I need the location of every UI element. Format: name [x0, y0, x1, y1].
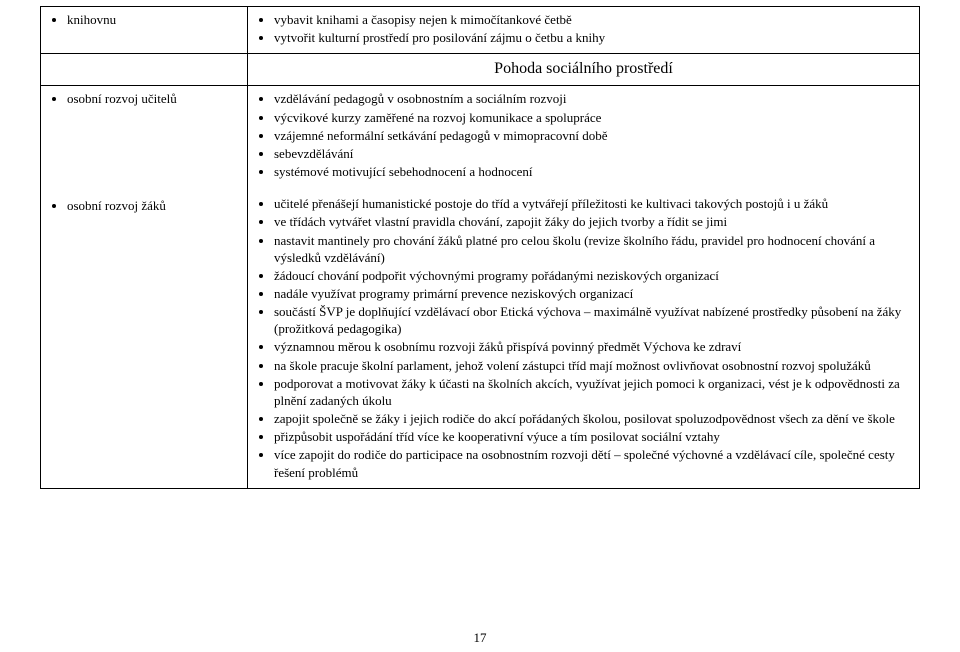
list-item: zapojit společně se žáky i jejich rodiče…: [274, 410, 911, 427]
content-table: knihovnu vybavit knihami a časopisy neje…: [40, 6, 920, 489]
cell-right-r1: vybavit knihami a časopisy nejen k mimoč…: [248, 7, 920, 54]
section-heading: Pohoda sociálního prostředí: [248, 54, 920, 86]
pupils-block: učitelé přenášejí humanistické postoje d…: [256, 195, 911, 481]
page-number: 17: [0, 629, 960, 646]
list-item: více zapojit do rodiče do participace na…: [274, 446, 911, 480]
list-item: nadále využívat programy primární preven…: [274, 285, 911, 302]
list-item: učitelé přenášejí humanistické postoje d…: [274, 195, 911, 212]
list-item: výcvikové kurzy zaměřené na rozvoj komun…: [274, 109, 911, 126]
cell-left-banner: [41, 54, 248, 86]
list-item: vytvořit kulturní prostředí pro posilová…: [274, 29, 911, 46]
cell-left-r1: knihovnu: [41, 7, 248, 54]
table-row: osobní rozvoj učitelů osobní rozvoj žáků…: [41, 86, 920, 488]
left-item: osobní rozvoj žáků: [67, 197, 239, 214]
list-item: vzdělávání pedagogů v osobnostním a soci…: [274, 90, 911, 107]
cell-left-r2: osobní rozvoj učitelů osobní rozvoj žáků: [41, 86, 248, 488]
teachers-block: vzdělávání pedagogů v osobnostním a soci…: [256, 90, 911, 180]
page: knihovnu vybavit knihami a časopisy neje…: [0, 0, 960, 652]
left-item: osobní rozvoj učitelů: [67, 90, 239, 107]
list-item: žádoucí chování podpořit výchovnými prog…: [274, 267, 911, 284]
table-row: Pohoda sociálního prostředí: [41, 54, 920, 86]
list-item: vybavit knihami a časopisy nejen k mimoč…: [274, 11, 911, 28]
list-item: podporovat a motivovat žáky k účasti na …: [274, 375, 911, 409]
list-item: vzájemné neformální setkávání pedagogů v…: [274, 127, 911, 144]
list-item: součástí ŠVP je doplňující vzdělávací ob…: [274, 303, 911, 337]
cell-right-r2: vzdělávání pedagogů v osobnostním a soci…: [248, 86, 920, 488]
list-item: významnou měrou k osobnímu rozvoji žáků …: [274, 338, 911, 355]
list-item: ve třídách vytvářet vlastní pravidla cho…: [274, 213, 911, 230]
list-item: systémové motivující sebehodnocení a hod…: [274, 163, 911, 180]
list-item: přizpůsobit uspořádání tříd více ke koop…: [274, 428, 911, 445]
list-item: nastavit mantinely pro chování žáků plat…: [274, 232, 911, 266]
left-item: knihovnu: [67, 11, 239, 28]
table-row: knihovnu vybavit knihami a časopisy neje…: [41, 7, 920, 54]
list-item: na škole pracuje školní parlament, jehož…: [274, 357, 911, 374]
list-item: sebevzdělávání: [274, 145, 911, 162]
